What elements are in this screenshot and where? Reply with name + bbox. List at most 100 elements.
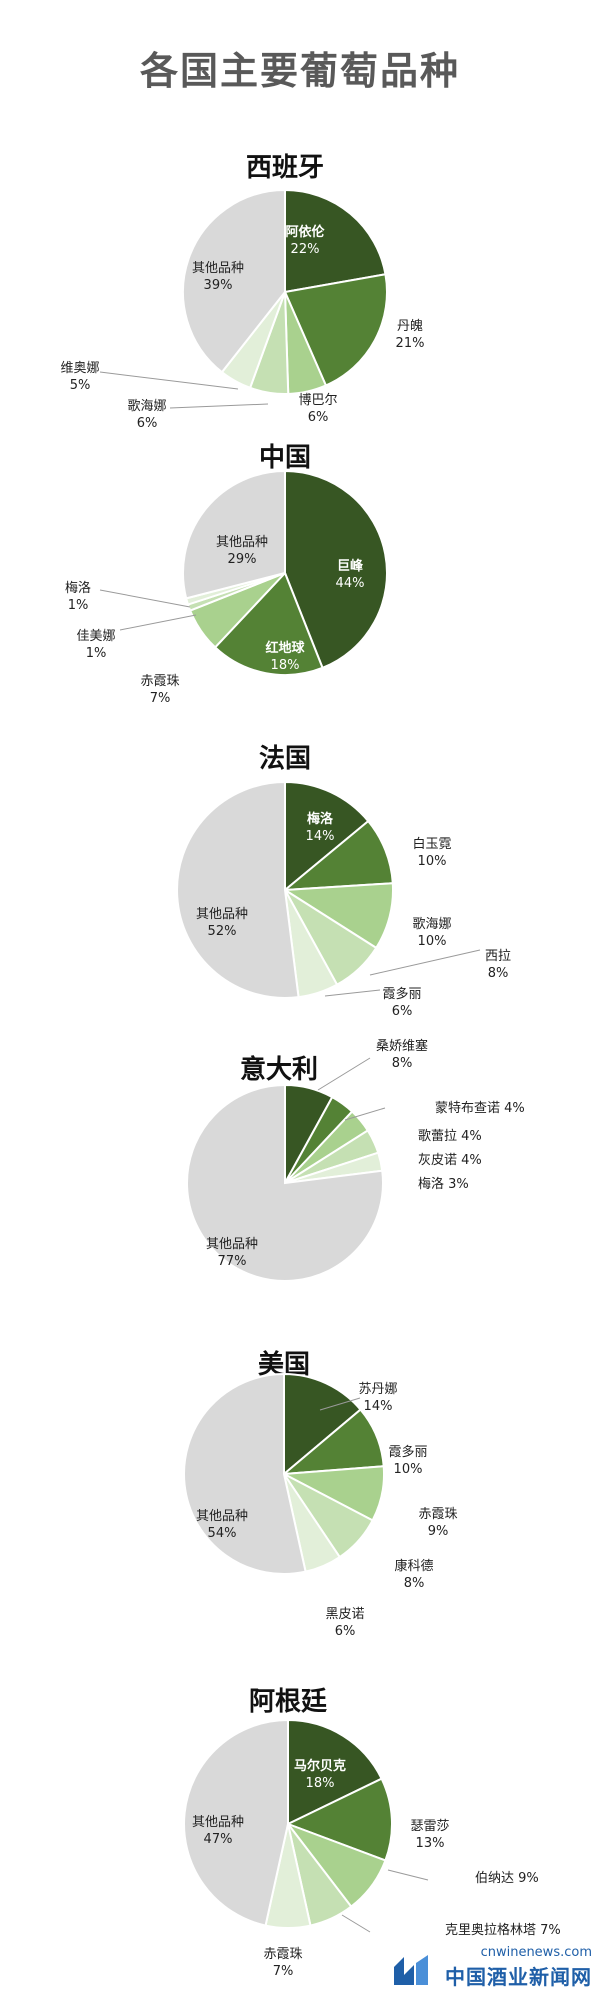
leader-line bbox=[369, 949, 481, 976]
slice-name: 其他品种 bbox=[216, 535, 268, 550]
leader-line bbox=[387, 1869, 429, 1881]
slice-percent: 5% bbox=[70, 378, 91, 393]
slice-percent: 7% bbox=[150, 691, 171, 706]
slice-percent: 6% bbox=[137, 416, 158, 431]
slice-label: 克里奥拉格林塔 7% bbox=[445, 1922, 561, 1938]
slice-name: 瑟雷莎 bbox=[410, 1819, 449, 1834]
slice-name: 梅洛 bbox=[65, 581, 91, 596]
slice-name: 桑娇维塞 bbox=[376, 1038, 428, 1054]
slice-name: 西拉 bbox=[485, 949, 511, 964]
pie-slice bbox=[285, 1777, 393, 1862]
slice-percent: 44% bbox=[336, 576, 365, 591]
leader-line bbox=[341, 1914, 371, 1933]
pie-slice bbox=[186, 1083, 384, 1282]
slice-percent: 6% bbox=[308, 410, 329, 425]
slice-percent: 10% bbox=[394, 1462, 423, 1477]
pie-slice bbox=[283, 1372, 362, 1477]
slice-name: 霞多丽 bbox=[382, 986, 421, 1002]
slice-name: 黑皮诺 bbox=[325, 1607, 364, 1622]
watermark: cnwinenews.com 中国酒业新闻网 bbox=[392, 1945, 592, 1995]
slice-percent: 1% bbox=[68, 598, 89, 613]
slice-percent: 21% bbox=[396, 336, 425, 351]
slice-percent: 47% bbox=[204, 1832, 233, 1847]
slice-percent: 77% bbox=[218, 1254, 247, 1269]
slice-percent: 54% bbox=[208, 1526, 237, 1541]
slice-percent: 8% bbox=[488, 966, 509, 981]
slice-percent: 8% bbox=[404, 1576, 425, 1591]
slice-name: 苏丹娜 bbox=[358, 1381, 397, 1397]
pie-slice bbox=[183, 1718, 289, 1927]
pie-slice bbox=[283, 273, 388, 387]
watermark-name: 中国酒业新闻网 bbox=[445, 1965, 592, 1989]
slice-name: 马尔贝克 bbox=[294, 1758, 346, 1774]
pie-slice bbox=[284, 780, 370, 893]
slice-percent: 18% bbox=[271, 658, 300, 673]
slice-label: 梅洛 3% bbox=[418, 1177, 469, 1192]
chart-title: 阿根廷 bbox=[249, 1687, 328, 1717]
slice-percent: 18% bbox=[306, 1776, 335, 1791]
slice-name: 歌海娜 bbox=[127, 399, 166, 414]
slice-name: 佳美娜 bbox=[76, 629, 115, 644]
slice-percent: 22% bbox=[291, 242, 320, 257]
slice-label: 伯纳达 9% bbox=[475, 1871, 539, 1886]
slice-name: 其他品种 bbox=[196, 1509, 248, 1524]
slice-name: 红地球 bbox=[265, 640, 305, 656]
slice-name: 其他品种 bbox=[192, 261, 244, 276]
pie-slice bbox=[182, 188, 286, 374]
slice-name: 其他品种 bbox=[196, 907, 248, 922]
pie-slice bbox=[284, 469, 388, 670]
leader-line bbox=[99, 589, 191, 608]
slice-name: 赤霞珠 bbox=[140, 674, 179, 689]
slice-name: 丹魄 bbox=[397, 318, 423, 334]
chart-title: 意大利 bbox=[240, 1054, 318, 1085]
slice-name: 其他品种 bbox=[192, 1815, 244, 1830]
pie-slice bbox=[284, 188, 387, 294]
slice-label: 蒙特布查诺 4% bbox=[435, 1101, 525, 1116]
slice-name: 博巴尔 bbox=[298, 393, 337, 408]
leader-line bbox=[169, 403, 269, 409]
slice-percent: 13% bbox=[416, 1836, 445, 1851]
page-title: 各国主要葡萄品种 bbox=[139, 49, 460, 93]
slice-name: 梅洛 bbox=[307, 811, 334, 827]
slice-name: 霞多丽 bbox=[388, 1444, 427, 1460]
pie-slice bbox=[287, 1718, 383, 1826]
leader-line bbox=[324, 989, 381, 997]
leader-line bbox=[99, 371, 239, 390]
slice-percent: 39% bbox=[204, 278, 233, 293]
slice-name: 阿依伦 bbox=[285, 224, 325, 240]
leader-line bbox=[119, 614, 197, 631]
slice-percent: 6% bbox=[392, 1004, 413, 1019]
slice-percent: 6% bbox=[335, 1624, 356, 1639]
chart-title: 法国 bbox=[259, 744, 311, 774]
slice-name: 赤霞珠 bbox=[263, 1947, 302, 1962]
slice-percent: 14% bbox=[306, 829, 335, 844]
slice-percent: 52% bbox=[208, 924, 237, 939]
pie-slice bbox=[213, 571, 324, 676]
slice-label: 灰皮诺 4% bbox=[418, 1153, 482, 1168]
slice-name: 歌海娜 bbox=[412, 917, 451, 932]
slice-label: 歌蕾拉 4% bbox=[418, 1129, 482, 1144]
slice-percent: 14% bbox=[364, 1399, 393, 1414]
chart-title: 中国 bbox=[259, 443, 311, 473]
slice-percent: 1% bbox=[86, 646, 107, 661]
watermark-domain: cnwinenews.com bbox=[480, 1945, 592, 1960]
pie-chart: 意大利 桑娇维塞 8% 蒙特布查诺 4% 歌蕾拉 4% 灰皮诺 4% 梅洛 3% 其他品种 77… bbox=[186, 1038, 525, 1282]
slice-name: 赤霞珠 bbox=[418, 1507, 457, 1522]
slice-percent: 10% bbox=[418, 934, 447, 949]
slice-name: 康科德 bbox=[394, 1558, 433, 1574]
leader-line bbox=[319, 1397, 361, 1411]
slice-name: 巨峰 bbox=[337, 558, 364, 574]
slice-name: 维奥娜 bbox=[60, 361, 99, 376]
slice-percent: 7% bbox=[273, 1964, 294, 1979]
pie-slice bbox=[182, 469, 286, 600]
slice-percent: 29% bbox=[228, 552, 257, 567]
slice-name: 白玉霓 bbox=[412, 836, 451, 852]
slice-percent: 10% bbox=[418, 854, 447, 869]
pie-slice bbox=[176, 780, 300, 999]
pie-slice bbox=[183, 1372, 307, 1575]
